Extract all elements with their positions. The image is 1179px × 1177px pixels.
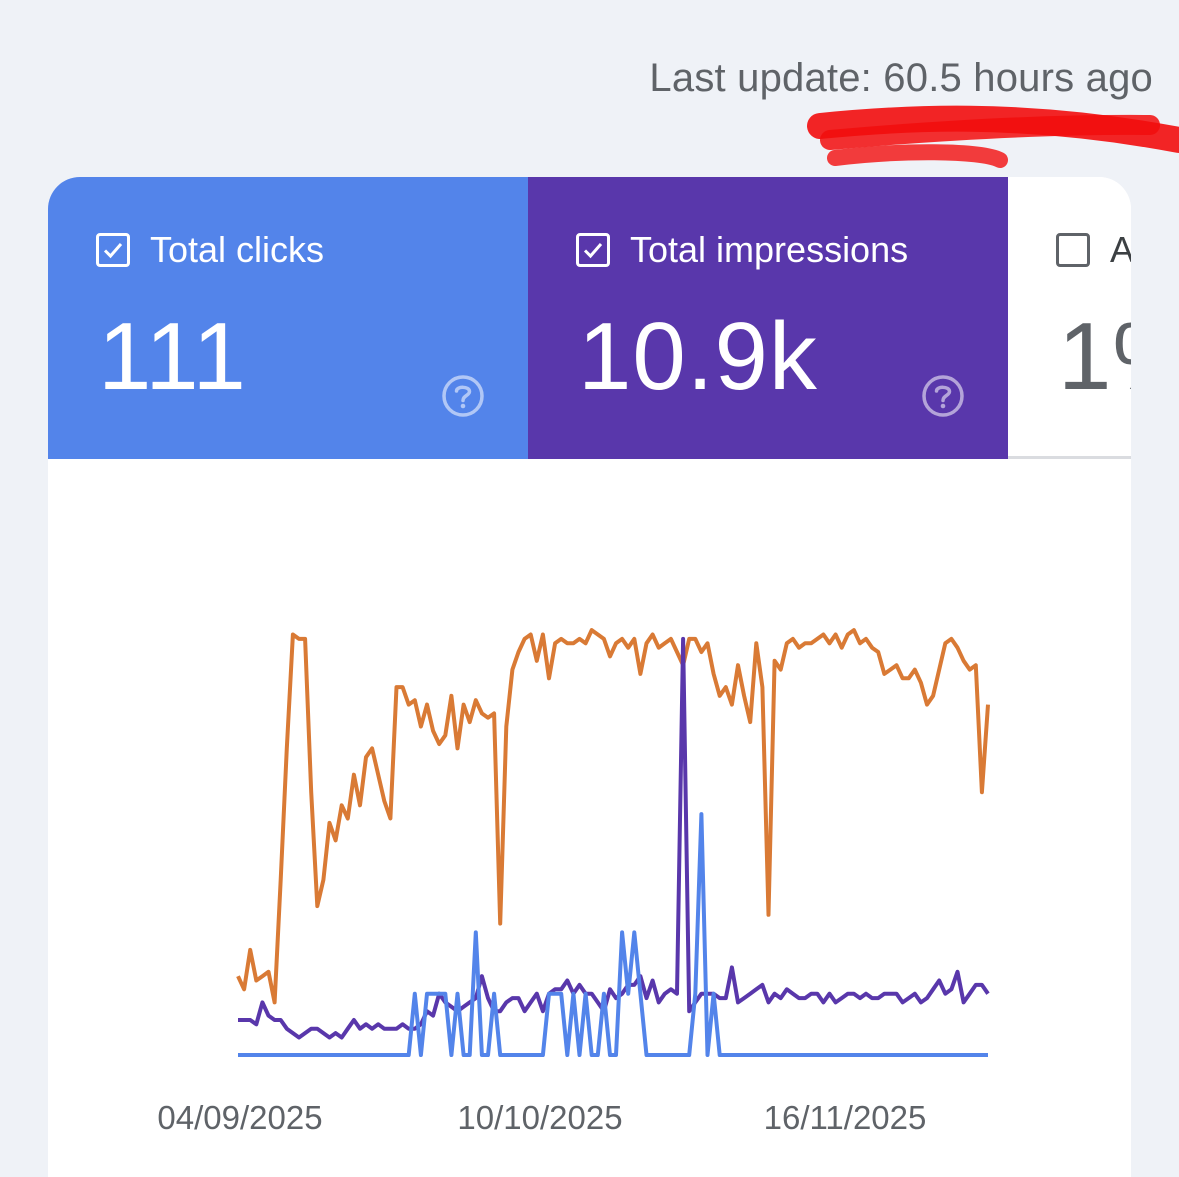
average-ctr-tile[interactable]: A 1% — [1008, 177, 1131, 459]
checkbox-unchecked-icon[interactable] — [1056, 233, 1090, 267]
checkbox-checked-icon[interactable] — [96, 233, 130, 267]
x-tick-label: 16/11/2025 — [764, 1099, 927, 1132]
help-circle-icon[interactable] — [441, 374, 485, 418]
impressions-line — [238, 636, 990, 1040]
checkbox-checked-icon[interactable] — [576, 233, 610, 267]
total-clicks-label: Total clicks — [150, 229, 325, 270]
help-circle-icon[interactable] — [921, 374, 965, 418]
total-clicks-tile[interactable]: Total clicks 111 — [48, 177, 528, 459]
total-impressions-label: Total impressions — [630, 229, 909, 270]
average-ctr-value: 1% — [1058, 303, 1131, 410]
average-ctr-label: A — [1110, 229, 1131, 270]
last-update-text: Last update: 60.5 hours ago — [649, 56, 1153, 100]
total-clicks-value: 111 — [98, 303, 247, 410]
x-tick-label: 04/09/2025 — [157, 1099, 322, 1132]
x-tick-label: 10/10/2025 — [457, 1099, 622, 1132]
total-impressions-tile[interactable]: Total impressions 10.9k — [528, 177, 1008, 459]
position-line — [236, 628, 990, 1005]
performance-card: Total clicks 111 Total impressions 10.9k… — [48, 177, 1131, 1177]
performance-chart: 04/09/2025 10/10/2025 16/11/2025 — [157, 628, 990, 1132]
clicks-line — [238, 812, 988, 1057]
total-impressions-value: 10.9k — [578, 303, 818, 410]
